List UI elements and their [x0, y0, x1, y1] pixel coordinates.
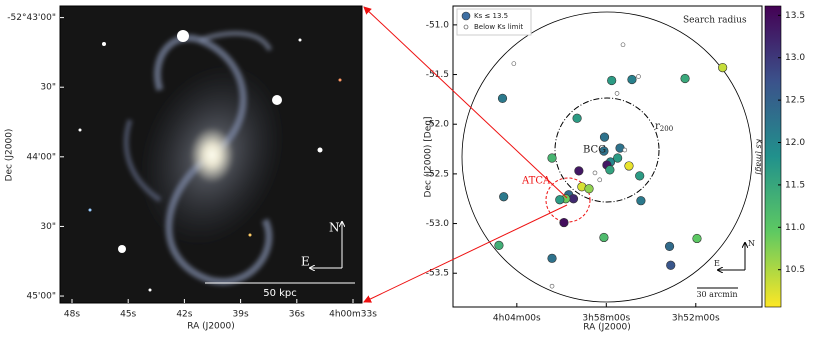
- source-point: [680, 73, 690, 84]
- colorbar-label: Ks [mag]: [755, 139, 764, 175]
- legend-marker: [461, 11, 471, 21]
- y-tick-label: -52.5: [426, 169, 449, 179]
- x-tick-label: 42s: [176, 310, 192, 320]
- scatter-panel: Search radius r200 BCG ATCA 30 arcmin N …: [424, 5, 805, 333]
- search-radius-label: Search radius: [683, 16, 747, 26]
- source-point: [605, 165, 615, 175]
- atca-label: ATCA: [521, 176, 551, 187]
- source-point: [547, 153, 557, 163]
- r200-label: r200: [655, 121, 673, 134]
- source-point: [497, 93, 508, 103]
- x-axis-label: RA (J2000): [187, 322, 235, 332]
- source-point: [584, 184, 594, 194]
- legend-marker: [463, 24, 469, 30]
- faint-source-point: [592, 170, 598, 176]
- legend-label: Below Ks limit: [474, 23, 523, 31]
- legend-label: Ks ≤ 13.5: [474, 12, 508, 20]
- search-radius-circle: [461, 11, 753, 303]
- scale-bar-label: 50 kpc: [263, 288, 297, 299]
- faint-source-point: [549, 283, 555, 289]
- x-tick-label: 3h58m00s: [582, 314, 630, 324]
- axes-frame: [59, 5, 363, 304]
- source-point: [572, 113, 582, 123]
- link-arrow: [363, 6, 568, 199]
- source-point: [599, 132, 610, 142]
- source-point: [555, 195, 565, 205]
- faint-source-point: [511, 61, 517, 66]
- r200-sub: 200: [660, 125, 673, 133]
- x-tick-label: 36s: [289, 310, 305, 320]
- source-point: [635, 171, 645, 181]
- source-point: [568, 194, 579, 204]
- east-label: E: [301, 255, 310, 269]
- source-point: [718, 62, 728, 73]
- y-tick-label: 30": [40, 222, 56, 232]
- source-point: [692, 233, 702, 244]
- y-tick-label: -53.5: [426, 269, 449, 279]
- y-tick-label: 44'00": [26, 152, 56, 162]
- source-point: [499, 192, 509, 202]
- points: [494, 42, 728, 289]
- source-point: [599, 146, 609, 156]
- source-point: [559, 217, 569, 228]
- source-point: [494, 240, 504, 251]
- x-axis-label: RA (J2000): [583, 323, 631, 333]
- x-tick-label: 39s: [233, 310, 249, 320]
- colorbar-tick-label: 12.5: [785, 96, 805, 106]
- source-point: [636, 196, 646, 206]
- colorbar: [764, 5, 782, 308]
- colorbar-tick-label: 13.5: [785, 11, 805, 21]
- x-tick-label: 48s: [64, 310, 80, 320]
- sky-image-panel: N E 50 kpc RA (J2000) Dec (J2000) 48s 45s…: [5, 5, 377, 332]
- y-tick-label: -53.0: [426, 219, 450, 229]
- source-point: [547, 253, 557, 263]
- atca-circle: [545, 177, 591, 223]
- source-point: [624, 161, 634, 171]
- north-label: N: [329, 221, 340, 235]
- source-point: [599, 232, 609, 243]
- y-tick-label: -52.0: [426, 120, 450, 130]
- faint-source-point: [597, 177, 603, 183]
- arcmin-scale-label: 30 arcmin: [696, 290, 737, 299]
- y-tick-label: -51.5: [426, 70, 449, 80]
- faint-source-point: [620, 42, 626, 48]
- x-tick-label: 3h52m00s: [672, 314, 720, 324]
- stars: [78, 30, 342, 292]
- source-point: [613, 153, 623, 163]
- y-axis-label: Dec (J2000): [5, 129, 15, 182]
- faint-source-point: [622, 147, 628, 153]
- east-label: E: [714, 259, 720, 268]
- colorbar-tick-label: 11.5: [785, 180, 805, 190]
- x-tick-label: 4h00m33s: [329, 310, 377, 320]
- y-tick-label: -52°43'00": [7, 13, 56, 23]
- x-tick-label: 45s: [120, 310, 136, 320]
- colorbar-tick-label: 12.0: [785, 138, 805, 148]
- legend-items: Ks ≤ 13.5 Below Ks limit: [461, 11, 523, 31]
- galaxy: [123, 30, 286, 285]
- axes-frame: [452, 5, 763, 308]
- faint-source-point: [636, 74, 641, 79]
- y-tick-label: 45'00": [26, 292, 56, 302]
- colorbar-tick-label: 11.0: [785, 223, 805, 233]
- source-point: [666, 260, 676, 270]
- link-arrow: [363, 204, 568, 303]
- colorbar-tick-label: 10.5: [785, 265, 805, 275]
- r200-circle: [554, 97, 660, 203]
- y-axis-label: Dec (J2000) [Deg]: [424, 117, 434, 198]
- r200-base: r: [655, 121, 660, 132]
- source-point: [627, 74, 637, 85]
- north-label: N: [748, 239, 755, 248]
- faint-source-point: [614, 91, 620, 96]
- x-tick-label: 4h04m00s: [493, 314, 541, 324]
- y-tick-label: -51.0: [426, 20, 450, 30]
- y-tick-label: 30": [40, 83, 56, 93]
- source-point: [607, 75, 617, 86]
- colorbar-tick-label: 13.0: [785, 53, 805, 63]
- bcg-label: BCG: [583, 145, 606, 156]
- source-point: [574, 166, 584, 176]
- source-point: [664, 241, 675, 252]
